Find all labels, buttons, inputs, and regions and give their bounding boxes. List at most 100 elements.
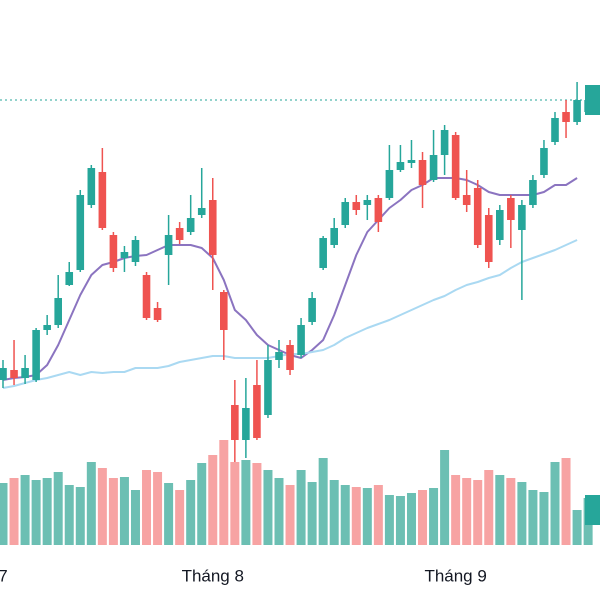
volume-bar [572, 510, 582, 545]
volume-bar [241, 460, 251, 545]
candle-body [98, 172, 107, 228]
candle-body [507, 198, 515, 220]
x-tick-label: Tháng 9 [424, 566, 486, 585]
volume-bar [230, 462, 240, 545]
volume-bar [252, 463, 262, 545]
candle-body [473, 188, 482, 245]
candle-body [341, 202, 350, 225]
volume-bar [440, 450, 450, 545]
volume-bar [208, 455, 218, 545]
volume-bar [561, 458, 571, 545]
candle-body [186, 218, 195, 232]
volume-bar [373, 485, 383, 545]
candle-body [363, 200, 372, 205]
volume-bar [307, 482, 317, 545]
candle-body [540, 148, 548, 175]
volume-bar [506, 478, 516, 545]
volume-bar [186, 480, 196, 545]
candle-body [153, 308, 162, 320]
volume-bar [153, 472, 163, 545]
x-tick-label: Tháng 8 [182, 566, 244, 585]
candle-body [518, 205, 526, 230]
volume-bar [451, 475, 461, 545]
candle-body [496, 210, 504, 240]
candle-body [275, 352, 283, 360]
volume-bar [130, 490, 140, 545]
volume-bar [142, 470, 152, 545]
volume-bar [274, 478, 284, 545]
volume-bar [384, 495, 394, 545]
volume-bar [550, 462, 560, 545]
candle-body [231, 405, 239, 440]
candle-body [208, 200, 217, 255]
volume-bar [539, 492, 549, 545]
candle-body [418, 160, 427, 185]
volume-bar [75, 487, 85, 545]
volume-bar [495, 475, 505, 545]
candle-body [175, 228, 184, 240]
volume-bar [64, 485, 74, 545]
candle-body [308, 298, 316, 322]
candle-body [385, 170, 394, 198]
volume-bar [31, 480, 41, 545]
volume-bar [197, 463, 207, 545]
x-tick-label: 7 [0, 566, 8, 585]
candle-body [451, 135, 460, 198]
volume-bar [0, 483, 8, 545]
candle-body [65, 272, 74, 285]
volume-bar [395, 496, 405, 545]
volume-bar [329, 480, 339, 545]
candle-body [120, 252, 129, 258]
candle-body [264, 360, 272, 415]
candle-body [551, 118, 559, 142]
candle-body [396, 162, 405, 170]
candle-body [242, 408, 250, 440]
candle-body [529, 180, 537, 205]
volume-bar [351, 487, 361, 545]
candle-body [330, 228, 338, 245]
candle-body [253, 385, 261, 438]
candle-body [562, 112, 570, 122]
candle-body [76, 195, 85, 270]
candle-body [462, 195, 471, 205]
volume-bar [219, 440, 229, 545]
volume-bar [484, 470, 494, 545]
candle-body [197, 208, 206, 215]
candle-body [407, 160, 416, 163]
volume-bar [53, 472, 63, 545]
candle-body [164, 235, 173, 255]
volume-bar [20, 475, 30, 545]
volume-tag [585, 495, 600, 525]
candle-body [319, 238, 327, 268]
volume-bar [296, 470, 306, 545]
candle-body [21, 368, 29, 378]
volume-bar [119, 477, 129, 545]
candle-body [109, 235, 118, 268]
candle-body [573, 100, 581, 122]
candle-body [32, 330, 40, 380]
volume-bar [42, 478, 52, 545]
volume-bar [418, 490, 428, 545]
volume-bar [528, 490, 538, 545]
volume-bar [86, 462, 96, 545]
candle-body [374, 198, 383, 222]
volume-bar [362, 488, 372, 545]
volume-bar [108, 478, 118, 545]
volume-bar [473, 480, 483, 545]
candle-body [54, 298, 62, 325]
candle-body [43, 325, 51, 330]
candle-body [484, 215, 493, 262]
volume-bar [285, 485, 295, 545]
candle-body [0, 368, 7, 380]
volume-bar [97, 468, 107, 545]
volume-bar [462, 478, 472, 545]
price-tag [585, 85, 600, 115]
candle-body [142, 275, 151, 318]
volume-bar [263, 470, 273, 545]
candle-body [352, 202, 361, 210]
candle-body [429, 155, 438, 180]
volume-bar [318, 458, 328, 545]
volume-bar [340, 485, 350, 545]
candle-body [220, 292, 228, 330]
